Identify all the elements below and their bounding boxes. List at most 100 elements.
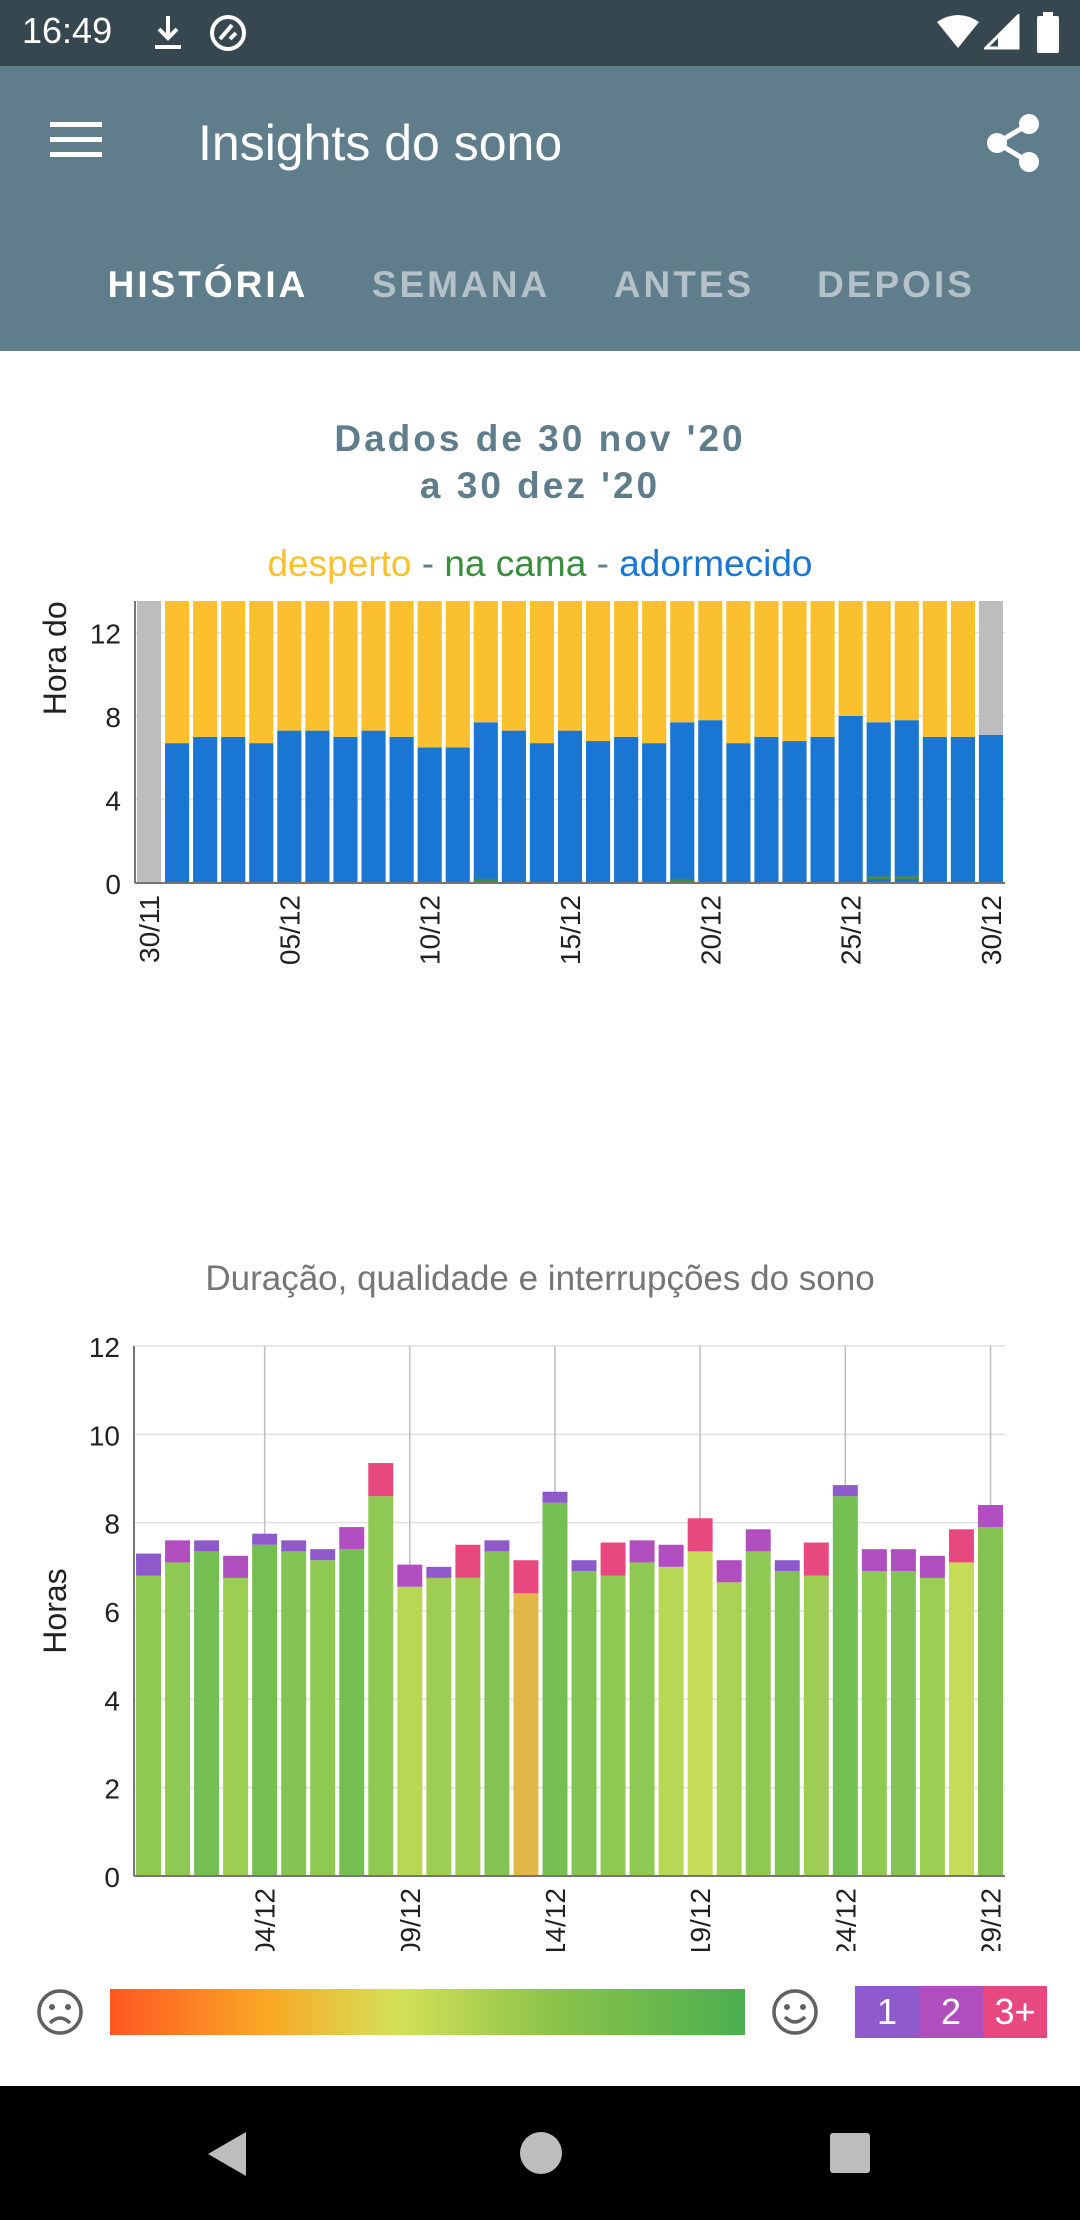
chart1-x-tick-label: 20/12 [695, 895, 726, 965]
chart2-bar-interruptions [165, 1540, 191, 1563]
chart2-y-tick-label: 6 [104, 1597, 120, 1628]
chart2-bar-duration [600, 1575, 626, 1876]
chart1-bar-asleep-morning [193, 736, 218, 883]
chart1-bar-awake [754, 601, 779, 737]
recents-icon[interactable] [829, 2132, 871, 2174]
chart2-y-axis-label: Horas [37, 1568, 73, 1653]
chart1-bar-awake [333, 601, 358, 737]
back-icon[interactable] [204, 2130, 250, 2178]
share-icon[interactable] [985, 113, 1041, 173]
chart2-bar-duration [745, 1551, 771, 1876]
chart2-bar-interruptions [571, 1560, 597, 1572]
chart2-bar-duration [977, 1527, 1003, 1876]
chart2-bar-duration [310, 1560, 336, 1876]
sad-face-icon [37, 1989, 83, 2035]
chart2-y-tick-label: 2 [104, 1774, 120, 1805]
chart1-bar-awake [389, 601, 414, 737]
chart1-bar-awake [249, 601, 274, 744]
legend-in-bed: na cama [444, 543, 587, 584]
chart1-y-tick-label: 4 [105, 786, 121, 817]
chart2-bar-interruptions [136, 1553, 162, 1576]
chart2-bar-duration [629, 1562, 655, 1876]
chart2-bar-interruptions [397, 1564, 423, 1587]
chart2-bar-duration [136, 1575, 162, 1876]
chart2-bar-duration [890, 1571, 916, 1876]
chart1-bar-awake [614, 601, 639, 737]
menu-icon[interactable] [50, 120, 104, 160]
chart2-bar-duration [687, 1551, 713, 1876]
tab-depois[interactable]: DEPOIS [817, 264, 975, 305]
chart1-bar-asleep-morning [305, 730, 330, 883]
chart2-bar-interruptions [919, 1555, 945, 1578]
chart1-bar-awake [670, 601, 695, 723]
chart2-y-tick-label: 12 [89, 1332, 120, 1363]
quality-gradient-bar [110, 1989, 745, 2035]
chart2-bar-duration [774, 1571, 800, 1876]
chart2-bar-interruptions [484, 1540, 510, 1552]
date-range-line2: a 30 dez '20 [419, 465, 661, 506]
chart2-x-tick-label: 19/12 [685, 1888, 716, 1951]
cell-signal-icon [984, 14, 1020, 50]
chart1-bar-awake [698, 601, 723, 721]
chart1-bar-in-bed-morning [866, 876, 891, 879]
chart2-bar-interruptions [252, 1533, 278, 1545]
chart2-y-tick-label: 4 [104, 1685, 120, 1716]
tab-semana[interactable]: SEMANA [371, 264, 551, 305]
chart2-bar-interruptions [977, 1505, 1003, 1528]
chart1-bar-awake [305, 601, 330, 731]
chart2-y-tick-label: 0 [104, 1862, 120, 1893]
chart2-bar-interruptions [426, 1566, 452, 1578]
chart1-bar-asleep-morning [501, 730, 526, 883]
chart2-bar-duration [716, 1582, 742, 1876]
chart1-bar-asleep-morning [614, 736, 639, 883]
sleep-state-legend: desperto - na cama - adormecido [0, 543, 1080, 585]
chart2-bar-interruptions [542, 1491, 568, 1503]
chart1-bar-in-bed-morning [670, 878, 695, 883]
status-time: 16:49 [22, 10, 113, 51]
chart1-bar-awake [529, 601, 555, 744]
chart1-bar-asleep-morning [529, 743, 555, 883]
chart2-bar-interruptions [281, 1540, 307, 1552]
chart2-bar-duration [919, 1577, 945, 1876]
chart2-bar-interruptions [223, 1555, 249, 1578]
chart1-bar-asleep-morning [361, 730, 386, 883]
chart2-bar-interruptions [745, 1529, 771, 1552]
chart2-bar-duration [339, 1549, 365, 1876]
status-bar: 16:49 [0, 0, 1080, 66]
chart2-bar-interruptions [948, 1529, 974, 1563]
chart2-x-tick-label: 14/12 [540, 1888, 571, 1951]
chart2-x-tick-label: 04/12 [250, 1888, 281, 1951]
chart2-bar-duration [455, 1577, 481, 1876]
home-icon[interactable] [518, 2130, 564, 2176]
chart1-bar-awake [557, 601, 583, 731]
chart1-bar-awake [642, 601, 667, 744]
chart2-bar-duration [281, 1551, 307, 1876]
chart2-bar-interruptions [194, 1540, 220, 1552]
tab-historia[interactable]: HISTÓRIA [107, 264, 309, 305]
chart1-bar-awake [361, 601, 386, 731]
chart1-bar-in-bed-morning [473, 878, 498, 883]
sync-circle-icon [210, 15, 246, 51]
chart1-bar-asleep-morning [950, 736, 975, 883]
chart2-bar-duration [861, 1571, 887, 1876]
chart1-bar-asleep-morning [165, 743, 190, 883]
chart1-bar-asleep-morning [978, 734, 1004, 883]
chart2-x-tick-label: 29/12 [975, 1888, 1006, 1951]
chart2-bar-interruptions [368, 1463, 394, 1497]
happy-face-icon [772, 1989, 818, 2035]
tab-antes[interactable]: ANTES [613, 264, 755, 305]
chart2-bar-interruptions [687, 1518, 713, 1552]
navigation-bar [0, 2086, 1080, 2220]
chart1-bar-awake [838, 601, 863, 716]
chart1-bar-awake [585, 601, 611, 742]
chart2-x-tick-label: 09/12 [395, 1888, 426, 1951]
chart1-bar-asleep-morning [277, 730, 302, 883]
chart2-bar-interruptions [716, 1560, 742, 1583]
chart1-bar-asleep-morning [417, 747, 442, 883]
chart2-bar-duration [223, 1577, 249, 1876]
chart2-bar-interruptions [513, 1560, 539, 1594]
chart1-x-tick-label: 30/11 [134, 895, 165, 963]
chart1-x-tick-label: 05/12 [274, 895, 305, 965]
chart1-bar-awake [417, 601, 442, 748]
chart1-bar-awake [894, 601, 919, 721]
